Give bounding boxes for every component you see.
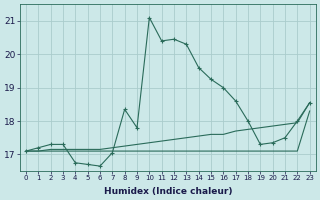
X-axis label: Humidex (Indice chaleur): Humidex (Indice chaleur) <box>104 187 232 196</box>
